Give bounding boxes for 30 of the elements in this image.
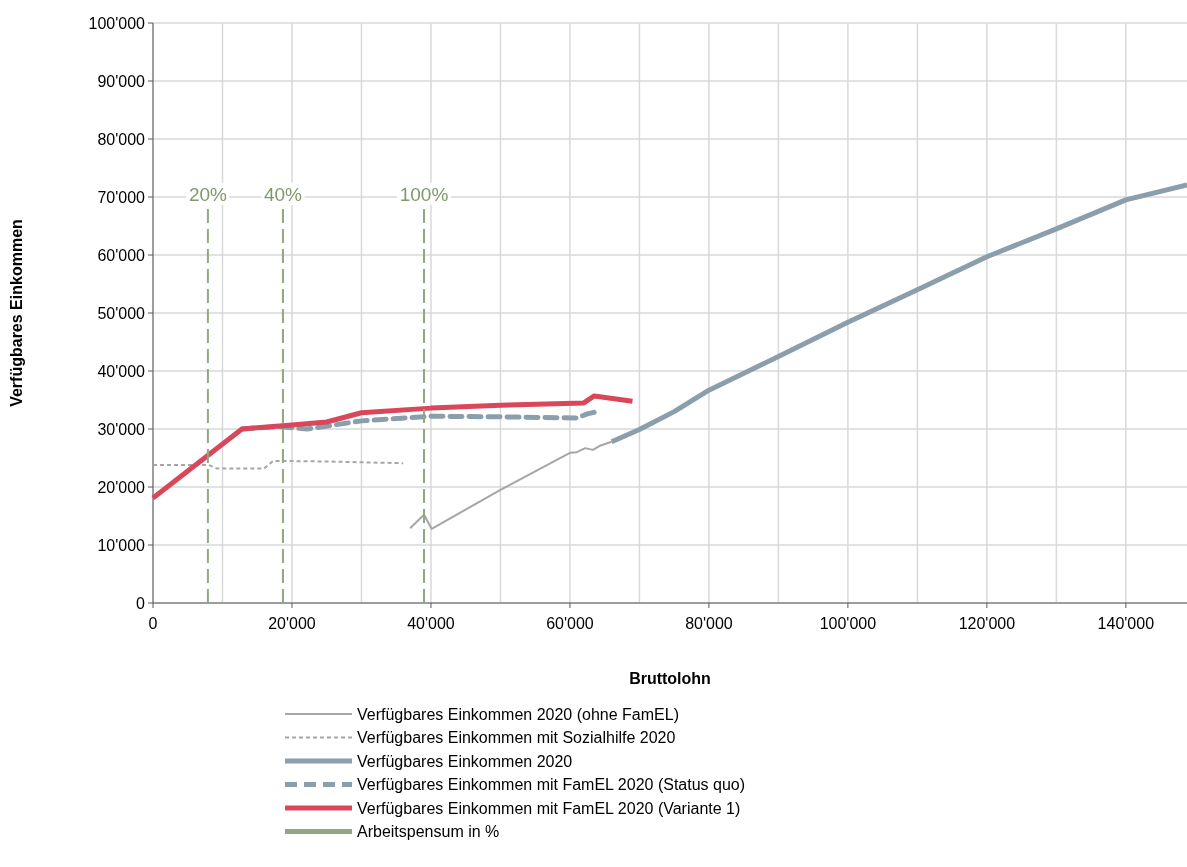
- x-tick-label: 20'000: [268, 615, 316, 632]
- legend-label: Verfügbares Einkommen 2020: [357, 752, 573, 770]
- annotation: 40%: [263, 184, 303, 206]
- legend-label: Verfügbares Einkommen mit FamEL 2020 (Variante 1): [357, 799, 741, 817]
- y-tick-label: 20'000: [97, 478, 146, 496]
- y-tick-label: 80'000: [97, 130, 146, 148]
- x-tick-label: 100'000: [819, 615, 877, 632]
- y-tick-label: 40'000: [97, 362, 146, 380]
- y-tick-label: 0: [136, 594, 146, 612]
- x-tick-label: 0: [148, 615, 158, 632]
- y-tick-label: 100'000: [88, 14, 146, 32]
- x-tick-label: 60'000: [546, 615, 594, 632]
- annotation: 100%: [399, 184, 449, 206]
- legend-label: Arbeitspensum in %: [357, 823, 500, 841]
- y-tick-label: 50'000: [97, 304, 146, 322]
- x-tick-label: 80'000: [685, 615, 733, 632]
- legend-label: Verfügbares Einkommen mit Sozialhilfe 2020: [357, 729, 676, 747]
- y-tick-label: 90'000: [97, 72, 146, 90]
- y-axis-title: Verfügbares Einkommen: [8, 219, 25, 407]
- y-tick-label: 30'000: [97, 420, 146, 438]
- annotation: 20%: [188, 184, 228, 206]
- legend-label: Verfügbares Einkommen mit FamEL 2020 (Status quo): [357, 776, 746, 794]
- y-tick-label: 10'000: [97, 536, 146, 554]
- y-tick-label: 60'000: [97, 246, 146, 264]
- x-axis-title: Bruttolohn: [629, 670, 711, 687]
- y-tick-label: 70'000: [97, 188, 146, 206]
- legend-label: Verfügbares Einkommen 2020 (ohne FamEL): [357, 705, 679, 723]
- x-tick-label: 140'000: [1097, 615, 1155, 632]
- x-tick-label: 40'000: [407, 615, 455, 632]
- x-tick-label: 120'000: [958, 615, 1016, 632]
